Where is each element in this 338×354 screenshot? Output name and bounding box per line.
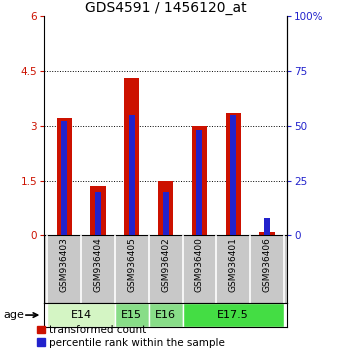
Bar <box>61 121 67 235</box>
Text: GSM936401: GSM936401 <box>229 238 238 292</box>
Bar <box>149 303 183 327</box>
Bar <box>230 115 236 235</box>
Bar <box>95 192 101 235</box>
Legend: transformed count, percentile rank within the sample: transformed count, percentile rank withi… <box>35 324 226 349</box>
Bar <box>260 233 275 235</box>
Text: GSM936406: GSM936406 <box>263 238 271 292</box>
Text: GSM936403: GSM936403 <box>60 238 69 292</box>
Bar <box>91 186 106 235</box>
Bar <box>264 218 270 235</box>
Text: E14: E14 <box>71 310 92 320</box>
Text: E16: E16 <box>155 310 176 320</box>
Bar <box>226 113 241 235</box>
Bar <box>124 78 140 235</box>
Bar <box>192 126 207 235</box>
Text: GSM936402: GSM936402 <box>161 238 170 292</box>
Text: GSM936404: GSM936404 <box>94 238 102 292</box>
Bar <box>47 303 115 327</box>
Text: E15: E15 <box>121 310 142 320</box>
Title: GDS4591 / 1456120_at: GDS4591 / 1456120_at <box>85 1 246 15</box>
Text: age: age <box>3 310 24 320</box>
Bar <box>56 118 72 235</box>
Bar <box>183 303 284 327</box>
Bar <box>129 115 135 235</box>
Text: GSM936405: GSM936405 <box>127 238 136 292</box>
Bar <box>158 181 173 235</box>
Bar <box>115 303 149 327</box>
Bar <box>196 130 202 235</box>
Text: E17.5: E17.5 <box>217 310 249 320</box>
Bar <box>163 192 169 235</box>
Text: GSM936400: GSM936400 <box>195 238 204 292</box>
